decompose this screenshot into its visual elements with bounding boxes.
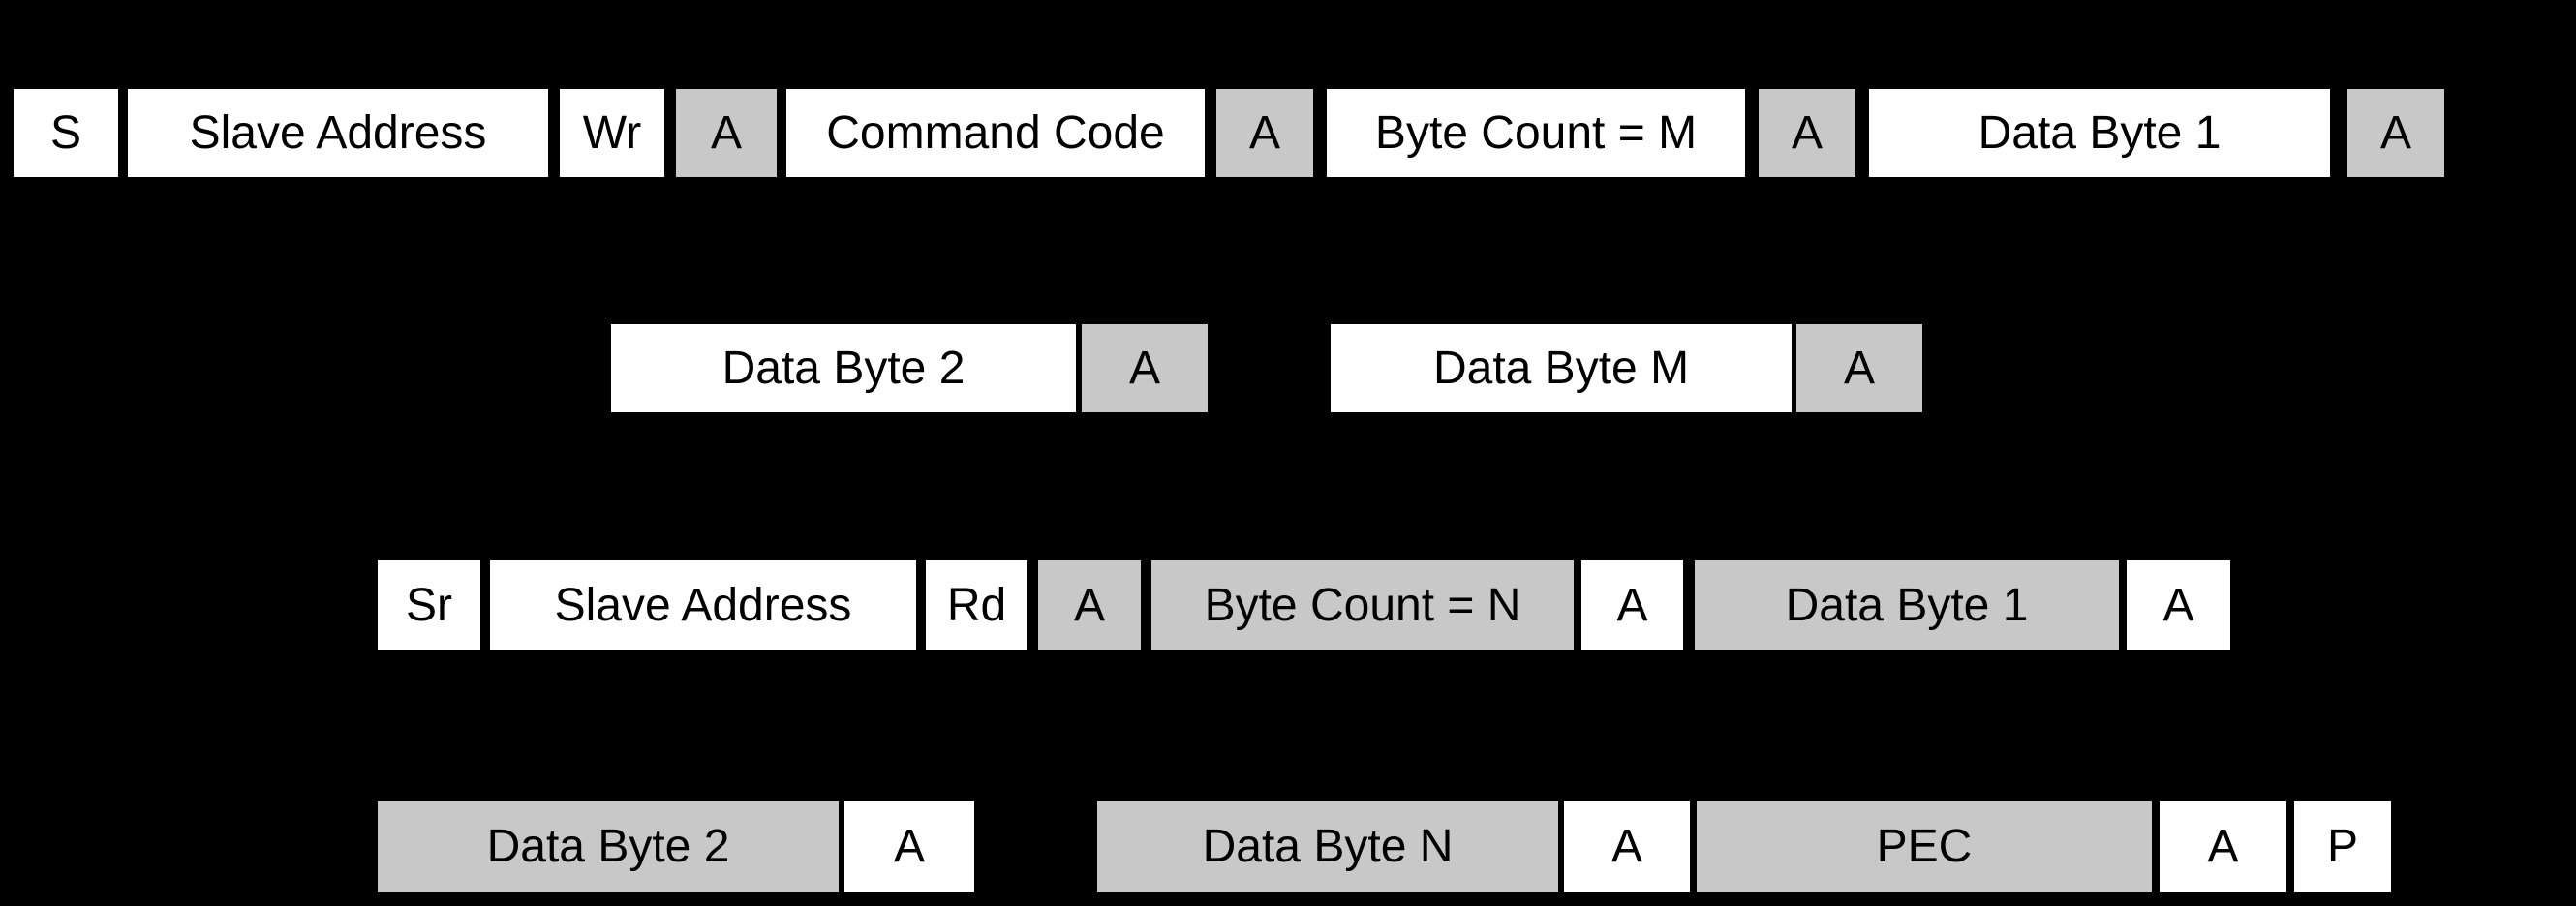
field-ack: A	[844, 801, 974, 892]
field-ack: A	[1216, 89, 1313, 177]
field-ack: A	[1796, 324, 1922, 412]
field-data-byte-1: Data Byte 1	[1869, 89, 2330, 177]
field-ack: A	[676, 89, 777, 177]
field-data-byte-2: Data Byte 2	[611, 324, 1076, 412]
field-data-byte-n: Data Byte N	[1097, 801, 1558, 892]
field-ack: A	[1759, 89, 1855, 177]
field-repeated-start: Sr	[378, 560, 480, 650]
field-ack: A	[1038, 560, 1141, 650]
field-start: S	[14, 89, 118, 177]
field-stop: P	[2294, 801, 2391, 892]
field-ack: A	[2127, 560, 2230, 650]
field-data-byte-m: Data Byte M	[1331, 324, 1792, 412]
field-ack: A	[1082, 324, 1208, 412]
field-data-byte-2: Data Byte 2	[378, 801, 839, 892]
field-byte-count-n: Byte Count = N	[1151, 560, 1574, 650]
field-ack: A	[2160, 801, 2286, 892]
field-ack: A	[1581, 560, 1683, 650]
field-command-code: Command Code	[786, 89, 1205, 177]
field-wr-bit: Wr	[560, 89, 664, 177]
field-pec: PEC	[1697, 801, 2152, 892]
field-ack: A	[2347, 89, 2444, 177]
field-slave-address: Slave Address	[128, 89, 548, 177]
field-ack: A	[1564, 801, 1690, 892]
field-data-byte-1: Data Byte 1	[1695, 560, 2119, 650]
field-byte-count-m: Byte Count = M	[1327, 89, 1745, 177]
field-slave-address: Slave Address	[490, 560, 916, 650]
field-rd-bit: Rd	[926, 560, 1027, 650]
